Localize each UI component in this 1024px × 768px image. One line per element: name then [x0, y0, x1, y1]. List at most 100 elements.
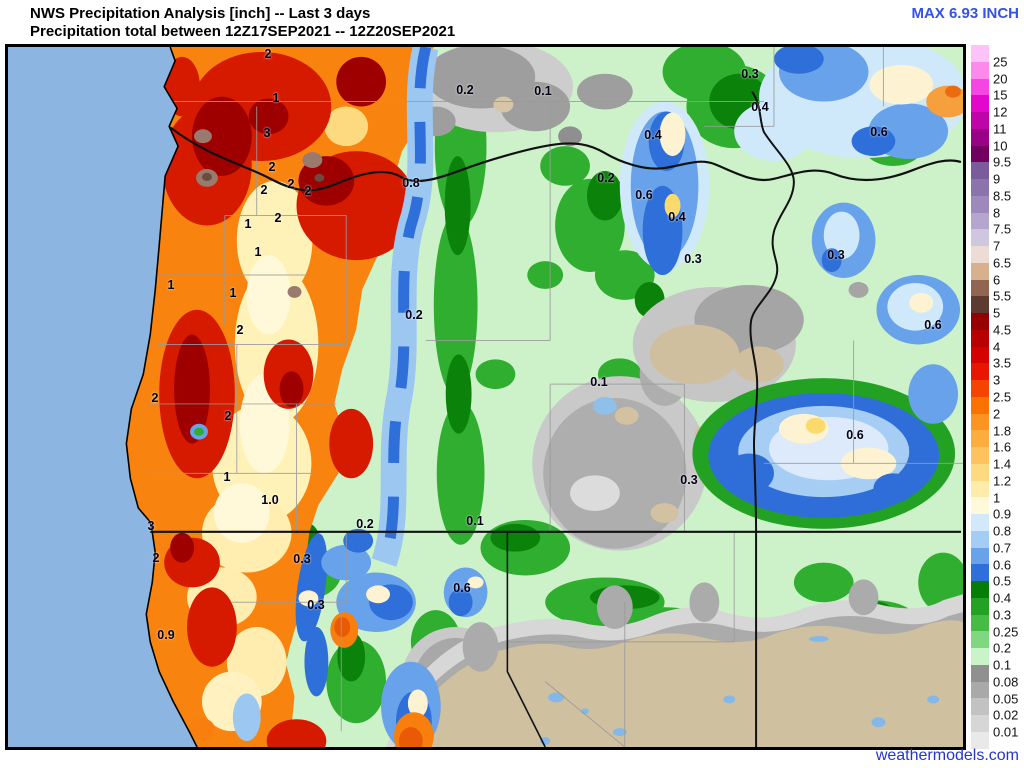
legend-tick-label: 7 — [993, 238, 1001, 254]
legend-tick-label: 0.05 — [993, 691, 1019, 707]
legend-swatch-0.05 — [971, 681, 989, 699]
legend-swatch-min — [971, 731, 989, 749]
legend-tick-label: 0.02 — [993, 707, 1019, 723]
legend-swatch-4 — [971, 329, 989, 347]
coastline — [125, 47, 198, 747]
legend-swatch-10 — [971, 128, 989, 146]
legend-swatch-7 — [971, 229, 989, 246]
legend-tick-label: 6 — [993, 272, 1001, 288]
legend-tick-label: 25 — [993, 54, 1008, 70]
legend-swatch-0.6 — [971, 547, 989, 565]
legend-tick-label: 9.5 — [993, 154, 1012, 170]
legend-colorbar — [971, 45, 989, 749]
legend-swatch-5 — [971, 296, 989, 313]
legend-tick-label: 1 — [993, 490, 1001, 506]
legend-tick-label: 12 — [993, 104, 1008, 120]
legend-swatch-0.4 — [971, 581, 989, 598]
legend-swatch-0.08 — [971, 664, 989, 682]
legend-swatch-8.5 — [971, 179, 989, 196]
lakes — [540, 635, 940, 746]
legend-swatch-1.8 — [971, 413, 989, 431]
legend-tick-label: 4.5 — [993, 322, 1012, 338]
legend-swatch-1 — [971, 480, 989, 498]
legend-tick-label: 0.9 — [993, 506, 1012, 522]
legend-swatch-0.01 — [971, 715, 989, 732]
legend-tick-label: 1.2 — [993, 473, 1012, 489]
legend-tick-label: 6.5 — [993, 255, 1012, 271]
legend-swatch-3 — [971, 363, 989, 380]
legend-tick-label: 0.6 — [993, 557, 1012, 573]
legend-tick-label: 15 — [993, 87, 1008, 103]
legend-tick-label: 8.5 — [993, 188, 1012, 204]
legend-swatch-15 — [971, 78, 989, 96]
legend-tick-label: 2 — [993, 406, 1001, 422]
legend-tick-label: 3.5 — [993, 355, 1012, 371]
legend-tick-label: 0.8 — [993, 523, 1012, 539]
legend-tick-label: 1.4 — [993, 456, 1012, 472]
desert-no-precip-area — [386, 579, 963, 747]
max-precip-brown-spots — [194, 129, 325, 298]
legend-swatch-2 — [971, 396, 989, 414]
legend-tick-label: 0.5 — [993, 573, 1012, 589]
legend-swatch-9 — [971, 162, 989, 179]
legend-tick-label: 4 — [993, 339, 1001, 355]
watermark: weathermodels.com — [875, 747, 1019, 764]
pacific-ocean — [8, 47, 198, 747]
page-title: NWS Precipitation Analysis [inch] -- Las… — [30, 5, 371, 22]
legend-swatch-0.7 — [971, 530, 989, 548]
legend-swatch-0.5 — [971, 564, 989, 581]
legend-swatch-0.8 — [971, 514, 989, 531]
legend-swatch-0.2 — [971, 631, 989, 648]
legend-swatch-11 — [971, 112, 989, 129]
legend-tick-label: 8 — [993, 205, 1001, 221]
legend-tick-label: 0.3 — [993, 607, 1012, 623]
legend-tick-label: 7.5 — [993, 221, 1012, 237]
legend-swatch-25 — [971, 45, 989, 62]
legend-swatch-5.5 — [971, 279, 989, 297]
legend-tick-label: 5.5 — [993, 288, 1012, 304]
legend-tick-label: 10 — [993, 138, 1008, 154]
legend-tick-label: 0.01 — [993, 724, 1019, 740]
legend-swatch-0.1 — [971, 648, 989, 665]
precipitation-map-svg — [8, 47, 963, 747]
legend-swatch-2.5 — [971, 380, 989, 397]
legend-tick-label: 3 — [993, 372, 1001, 388]
precipitation-map: 2 0.2 0.1 0.3 1 0.4 0.6 3 0.4 2 0.2 0.8 2 2 0.6 2 0.4 2 1 1… — [5, 44, 966, 750]
legend-swatch-12 — [971, 95, 989, 112]
legend-swatch-0.3 — [971, 597, 989, 615]
page-subtitle: Precipitation total between 12Z17SEP2021… — [30, 23, 456, 40]
state-borders — [150, 91, 962, 747]
legend-swatch-0.25 — [971, 614, 989, 632]
legend-tick-label: 5 — [993, 305, 1001, 321]
legend-swatch-0.02 — [971, 698, 989, 715]
legend-tick-label: 0.2 — [993, 640, 1012, 656]
county-borders — [147, 47, 963, 747]
legend-tick-label: 1.6 — [993, 439, 1012, 455]
max-value-label: MAX 6.93 INCH — [911, 5, 1019, 22]
legend-tick-labels: 25 20 15 12 11 10 9.5 9 8.5 8 7.5 7 6.5 6 5.5 5 4.5 4 3.5 3… — [993, 45, 1024, 749]
legend-tick-label: 0.25 — [993, 624, 1019, 640]
legend-tick-label: 1.8 — [993, 423, 1012, 439]
legend-tick-label: 0.7 — [993, 540, 1012, 556]
legend-swatch-0.9 — [971, 497, 989, 514]
legend-swatch-3.5 — [971, 346, 989, 364]
legend-swatch-4.5 — [971, 313, 989, 330]
legend-tick-label: 2.5 — [993, 389, 1012, 405]
legend-swatch-7.5 — [971, 212, 989, 230]
legend-tick-label: 11 — [993, 121, 1007, 137]
legend-swatch-9.5 — [971, 145, 989, 163]
legend-swatch-6.5 — [971, 246, 989, 263]
legend-swatch-20 — [971, 61, 989, 79]
legend-tick-label: 9 — [993, 171, 1001, 187]
legend-tick-label: 20 — [993, 71, 1008, 87]
legend-tick-label: 0.08 — [993, 674, 1019, 690]
cascade-blue-strip — [371, 47, 439, 567]
legend-swatch-8 — [971, 195, 989, 213]
legend-swatch-1.2 — [971, 463, 989, 481]
legend-swatch-1.4 — [971, 447, 989, 464]
legend-tick-label: 0.4 — [993, 590, 1012, 606]
legend-swatch-6 — [971, 262, 989, 280]
legend-tick-label: 0.1 — [993, 657, 1012, 673]
legend-swatch-1.6 — [971, 430, 989, 447]
